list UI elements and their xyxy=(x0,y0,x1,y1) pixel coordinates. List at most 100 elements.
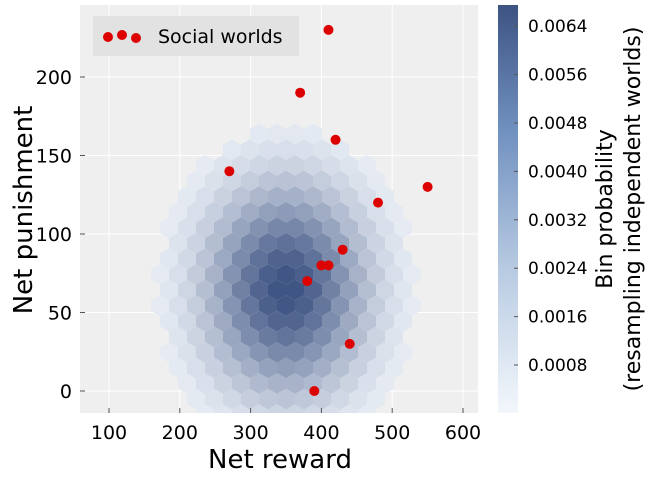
legend-marker xyxy=(117,30,127,40)
hexbin xyxy=(403,295,421,316)
hexbin xyxy=(187,326,205,348)
hexbin xyxy=(277,170,295,192)
hexbin xyxy=(178,342,196,363)
hexbin xyxy=(295,201,313,223)
hexbin xyxy=(376,279,394,301)
axis-ticks: 100 200 300 400 500 600 0 50 100 150 200 xyxy=(36,67,481,444)
x-tick-label: 500 xyxy=(374,422,410,444)
hexbin xyxy=(223,264,241,285)
social-world-point xyxy=(330,134,341,145)
hexbin xyxy=(340,186,358,207)
hexbin xyxy=(322,217,340,238)
hexbin xyxy=(178,248,196,270)
hexbin xyxy=(259,388,277,410)
hexbin xyxy=(214,186,232,207)
social-world-point xyxy=(373,197,384,208)
hexbin xyxy=(160,248,178,270)
hexbin xyxy=(205,264,223,285)
hexbin xyxy=(187,388,205,410)
hexbin xyxy=(277,201,295,223)
colorbar-tick-label: 0.0008 xyxy=(528,356,587,376)
colorbar-ticks: 0.0008 0.0016 0.0024 0.0032 0.0040 0.0048 0.00… xyxy=(514,17,587,376)
hexbin xyxy=(223,357,241,379)
hexbin xyxy=(259,326,277,348)
hexbin xyxy=(331,388,349,410)
hexbin xyxy=(358,310,376,332)
hexbin xyxy=(313,139,331,161)
hexbin xyxy=(160,217,178,238)
hexbin xyxy=(358,186,376,207)
hexbin xyxy=(250,373,268,394)
hexbin xyxy=(358,373,376,394)
hexbin xyxy=(313,201,331,223)
hexbin xyxy=(259,232,277,254)
hexbin xyxy=(286,310,304,332)
y-tick-label: 100 xyxy=(36,224,72,246)
social-world-point xyxy=(337,244,348,255)
hexbin xyxy=(367,170,385,192)
x-tick-label: 100 xyxy=(91,422,127,444)
y-tick-label: 150 xyxy=(36,146,72,168)
hexbin xyxy=(232,248,250,270)
hexbin xyxy=(205,232,223,254)
scatter-points xyxy=(224,24,433,396)
x-tick-label: 400 xyxy=(303,422,339,444)
hexbin xyxy=(304,342,322,363)
hexbin xyxy=(196,186,214,207)
social-world-point xyxy=(316,260,327,271)
hexbin xyxy=(340,342,358,363)
hexbin xyxy=(286,342,304,363)
hexbin xyxy=(268,404,286,413)
hexbin xyxy=(196,154,214,176)
hexbin xyxy=(160,342,178,363)
hexbin xyxy=(277,139,295,161)
hexbin xyxy=(241,170,259,192)
hexbin xyxy=(232,342,250,363)
hexbin xyxy=(304,154,322,176)
hexbin xyxy=(268,154,286,176)
hexbin xyxy=(295,295,313,316)
hexbin xyxy=(367,388,385,410)
hexbin xyxy=(385,295,403,316)
hexbin xyxy=(178,217,196,238)
hexbin xyxy=(268,186,286,207)
hexbin xyxy=(394,279,412,301)
hexbin xyxy=(232,154,250,176)
hexbin xyxy=(214,248,232,270)
hexbin xyxy=(268,123,286,145)
x-axis-label: Net reward xyxy=(208,445,352,475)
hexbin xyxy=(295,388,313,410)
colorbar xyxy=(498,5,518,413)
hexbin xyxy=(340,404,358,413)
hexbin xyxy=(286,279,304,301)
hexbin xyxy=(250,154,268,176)
hexbin xyxy=(196,279,214,301)
hexbin xyxy=(250,404,268,413)
hexbin xyxy=(268,373,286,394)
hexbin xyxy=(214,217,232,238)
hexbin xyxy=(403,264,421,285)
hexbin xyxy=(286,154,304,176)
hexbin xyxy=(196,248,214,270)
hexbin xyxy=(286,373,304,394)
hexbin xyxy=(376,373,394,394)
hexbin xyxy=(205,201,223,223)
hexbin xyxy=(304,404,322,413)
hexbin xyxy=(349,357,367,379)
social-world-point xyxy=(309,386,320,396)
hexbin xyxy=(394,342,412,363)
colorbar-tick-label: 0.0056 xyxy=(528,66,587,86)
hexbin xyxy=(322,310,340,332)
hexbin xyxy=(286,217,304,238)
hexbin xyxy=(358,217,376,238)
hexbin xyxy=(232,404,250,413)
hexbin xyxy=(223,201,241,223)
hexbin xyxy=(349,295,367,316)
hexbin xyxy=(259,357,277,379)
hexbin xyxy=(241,201,259,223)
colorbar-tick-label: 0.0016 xyxy=(528,308,587,328)
hexbin xyxy=(385,326,403,348)
hexbin xyxy=(241,357,259,379)
hexbin xyxy=(349,201,367,223)
hexbin xyxy=(376,310,394,332)
